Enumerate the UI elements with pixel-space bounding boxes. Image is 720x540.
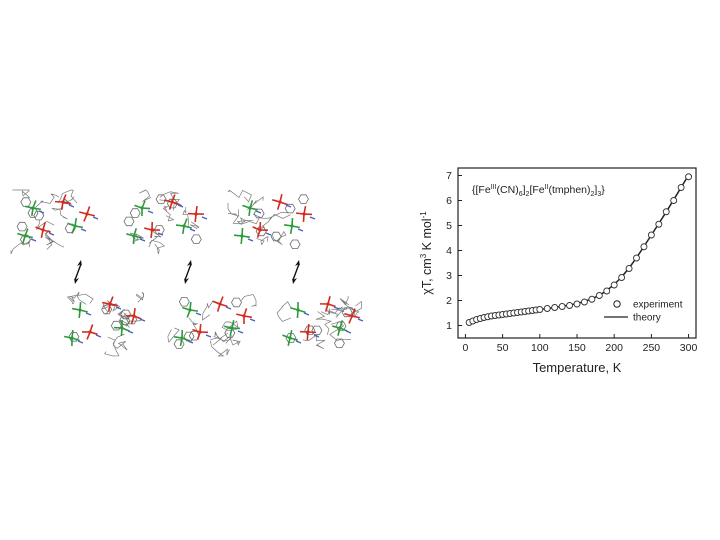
x-tick-label: 0 [463, 342, 469, 354]
chart-title: {[FeIII(CN)6]2[FeII(tmphen)2]3} [472, 184, 605, 198]
intermolecular-contact-arrow [74, 260, 82, 284]
y-tick-label: 6 [446, 195, 452, 207]
y-tick-label: 3 [446, 270, 452, 282]
molecule-cluster [123, 189, 208, 255]
x-tick-label: 300 [680, 342, 698, 354]
experiment-point [647, 231, 655, 239]
axis-ticks [458, 175, 690, 338]
chi-t-chart: 0 50 100 150 200 250 300 1 2 3 4 5 6 7 {[FeIII(CN)6]2… [419, 167, 697, 375]
x-tick-label: 50 [497, 342, 509, 354]
intermolecular-contact-arrow [184, 260, 192, 284]
experiment-point [655, 220, 663, 228]
experiment-point [580, 298, 588, 306]
x-tick-label: 150 [568, 342, 586, 354]
x-tick-label: 100 [531, 342, 549, 354]
experiment-point [558, 303, 566, 310]
experiment-point [573, 300, 581, 308]
legend-experiment-marker [613, 300, 621, 308]
molecule-cluster [227, 189, 316, 249]
experiment-point [618, 274, 626, 281]
experiment-point [662, 208, 670, 216]
y-axis-label: χT, cm3 K mol-1 [419, 211, 434, 295]
legend-theory-label: theory [633, 313, 661, 324]
y-tick-label: 5 [446, 220, 452, 232]
experiment-point [625, 265, 633, 272]
y-tick-label: 1 [446, 320, 452, 332]
x-tick-label: 200 [605, 342, 623, 354]
experiment-point [595, 292, 603, 299]
molecule-cluster [10, 189, 99, 255]
molecule-cluster [276, 295, 364, 350]
experiment-point [670, 197, 678, 204]
crystal-structure-illustration [10, 189, 364, 357]
x-axis-label: Temperature, K [533, 360, 622, 375]
experiment-point [566, 302, 574, 309]
y-tick-label: 4 [446, 245, 452, 257]
experiment-point [603, 287, 611, 295]
x-tick-label: 250 [643, 342, 661, 354]
experiment-point [685, 173, 693, 181]
experiment-point [551, 304, 559, 311]
experiment-point [543, 305, 551, 312]
intermolecular-contact-arrow [292, 260, 300, 284]
molecule-cluster [167, 294, 257, 357]
y-tick-label: 2 [446, 295, 452, 307]
molecule-cluster [63, 291, 146, 357]
y-tick-label: 7 [446, 170, 452, 182]
experiment-series [465, 173, 693, 326]
experiment-point [610, 281, 618, 289]
legend-experiment-label: experiment [633, 300, 683, 311]
experiment-point [536, 306, 544, 313]
experiment-point [588, 295, 596, 303]
experiment-point [677, 184, 685, 191]
legend: experiment theory [604, 300, 683, 324]
experiment-point [633, 254, 640, 262]
tick-labels: 0 50 100 150 200 250 300 1 2 3 4 5 6 7 [446, 170, 697, 354]
experiment-point [640, 243, 648, 251]
